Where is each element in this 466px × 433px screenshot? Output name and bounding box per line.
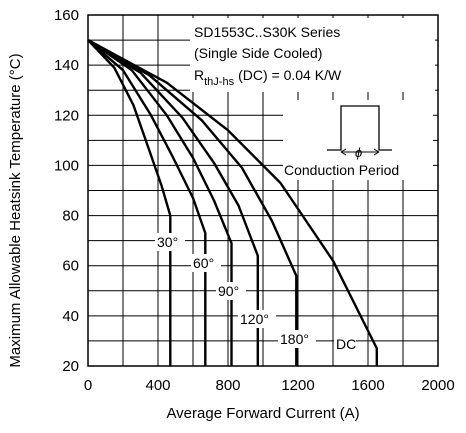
y-tick-label: 80 — [62, 208, 79, 225]
x-tick-label: 2000 — [421, 377, 454, 394]
curve-label: 30° — [157, 234, 178, 250]
curve-label: 120° — [240, 311, 269, 327]
x-tick-label: 400 — [145, 377, 170, 394]
rth-symbol: R — [194, 67, 204, 83]
series-line — [87, 39, 172, 366]
curve-label: DC — [336, 336, 356, 352]
curve-label-bg — [216, 282, 246, 300]
y-tick-label: 60 — [62, 258, 79, 275]
x-axis-title: Average Forward Current (A) — [166, 405, 359, 422]
plot-frame — [87, 14, 439, 367]
curve-label: 90° — [218, 283, 239, 299]
series-title: SD1553C..S30K Series — [194, 24, 340, 40]
curve-label-bg — [191, 254, 221, 272]
curve-label-bg — [155, 233, 185, 251]
cooling-note: (Single Side Cooled) — [194, 45, 322, 61]
conduction-period-label: Conduction Period — [284, 162, 399, 178]
tick-labels: 0 400 800 1200 1600 2000 20 40 60 80 100 120 140 160 — [54, 7, 455, 394]
series-line — [87, 39, 233, 366]
curve-label-bg — [238, 310, 276, 328]
y-tick-label: 140 — [54, 57, 79, 74]
annotation-box — [190, 18, 435, 92]
curve-label: 180° — [280, 331, 309, 347]
series-line — [87, 39, 207, 366]
rth-value: (DC) = 0.04 K/W — [238, 67, 342, 83]
series-line — [87, 39, 298, 366]
y-tick-label: 100 — [54, 157, 79, 174]
conduction-arrow — [340, 148, 380, 156]
y-tick-label: 20 — [62, 358, 79, 375]
curve-labels: 30° 60°90°120° 180° DC — [155, 233, 356, 353]
conduction-waveform — [327, 105, 392, 151]
series-line — [87, 39, 378, 366]
y-tick-label: 120 — [54, 107, 79, 124]
x-tick-label: 800 — [215, 377, 240, 394]
curve-label-bg — [334, 335, 356, 353]
y-tick-label: 160 — [54, 7, 79, 24]
conduction-box — [283, 100, 433, 180]
y-axis-title: Maximum Allowable Heatsink Temperature (… — [7, 53, 24, 367]
rth-note: RthJ-hs (DC) = 0.04 K/W — [194, 67, 342, 88]
x-tick-label: 0 — [84, 377, 92, 394]
conduction-angle-symbol: ϕ — [355, 145, 362, 160]
x-tick-label: 1200 — [281, 377, 314, 394]
series-line — [87, 39, 259, 366]
rth-subscript: thJ-hs — [204, 76, 234, 88]
curve-label: 60° — [193, 255, 214, 271]
y-tick-label: 40 — [62, 308, 79, 325]
curve-label-bg — [278, 330, 316, 348]
curves — [87, 39, 378, 366]
x-tick-label: 1600 — [351, 377, 384, 394]
